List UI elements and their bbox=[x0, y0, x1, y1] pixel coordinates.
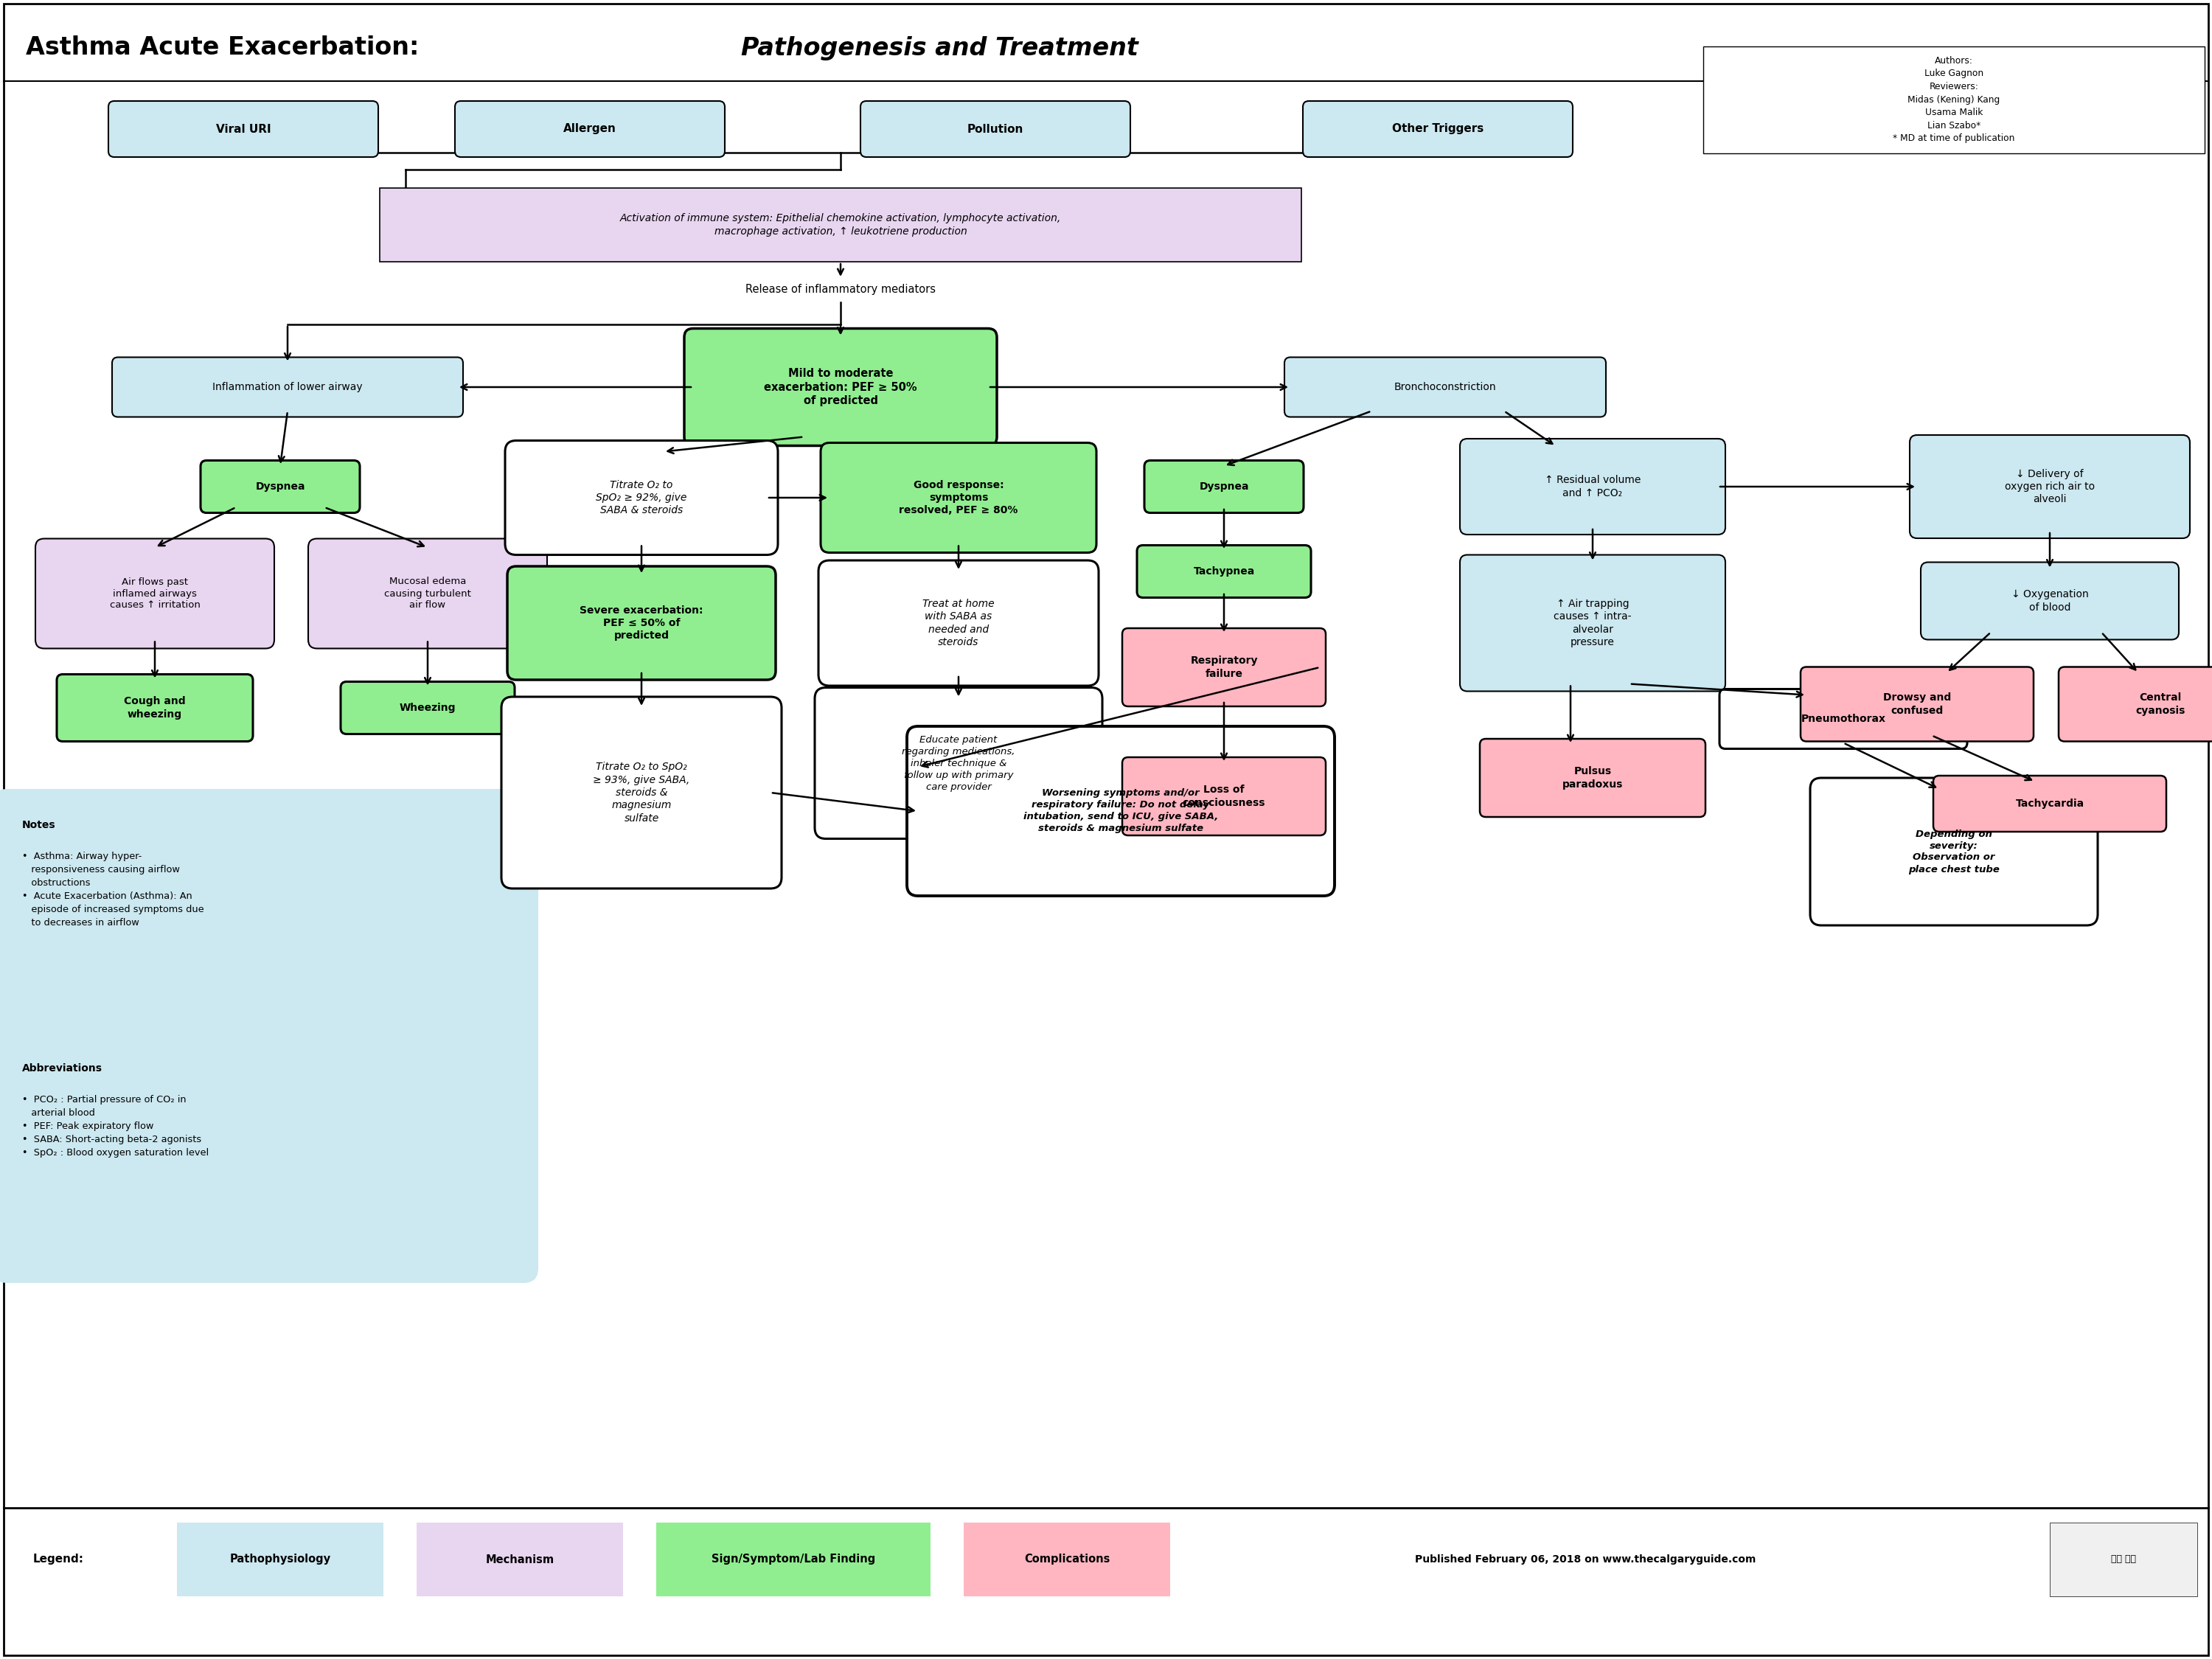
FancyBboxPatch shape bbox=[35, 539, 274, 649]
FancyBboxPatch shape bbox=[1460, 438, 1725, 534]
FancyBboxPatch shape bbox=[1144, 461, 1303, 513]
Text: ↑ Air trapping
causes ↑ intra-
alveolar
pressure: ↑ Air trapping causes ↑ intra- alveolar … bbox=[1553, 599, 1632, 647]
Text: Dyspnea: Dyspnea bbox=[254, 481, 305, 491]
Text: Good response:
symptoms
resolved, PEF ≥ 80%: Good response: symptoms resolved, PEF ≥ … bbox=[898, 479, 1018, 516]
FancyBboxPatch shape bbox=[1121, 629, 1325, 707]
FancyBboxPatch shape bbox=[341, 682, 515, 733]
FancyBboxPatch shape bbox=[1303, 101, 1573, 158]
Text: ↓ Delivery of
oxygen rich air to
alveoli: ↓ Delivery of oxygen rich air to alveoli bbox=[2004, 469, 2095, 504]
Text: •  PCO₂ : Partial pressure of CO₂ in
   arterial blood
•  PEF: Peak expiratory f: • PCO₂ : Partial pressure of CO₂ in arte… bbox=[22, 1095, 208, 1158]
FancyBboxPatch shape bbox=[657, 1523, 931, 1596]
FancyBboxPatch shape bbox=[0, 1032, 538, 1282]
Text: Pathophysiology: Pathophysiology bbox=[230, 1554, 332, 1564]
Text: Titrate O₂ to SpO₂
≥ 93%, give SABA,
steroids &
magnesium
sulfate: Titrate O₂ to SpO₂ ≥ 93%, give SABA, ste… bbox=[593, 761, 690, 823]
Text: Educate patient
regarding medications,
inhaler technique &
follow up with primar: Educate patient regarding medications, i… bbox=[902, 735, 1015, 791]
Text: Central
cyanosis: Central cyanosis bbox=[2135, 692, 2185, 715]
FancyBboxPatch shape bbox=[964, 1523, 1170, 1596]
Text: ↑ Residual volume
and ↑ PCO₂: ↑ Residual volume and ↑ PCO₂ bbox=[1544, 474, 1641, 498]
FancyBboxPatch shape bbox=[108, 101, 378, 158]
Text: ⒸⓄ ⒳Ⓢ: ⒸⓄ ⒳Ⓢ bbox=[2110, 1554, 2137, 1564]
FancyBboxPatch shape bbox=[58, 674, 252, 742]
FancyBboxPatch shape bbox=[0, 790, 538, 1113]
FancyBboxPatch shape bbox=[821, 443, 1097, 552]
Text: Notes: Notes bbox=[22, 820, 55, 830]
FancyBboxPatch shape bbox=[1801, 667, 2033, 742]
FancyBboxPatch shape bbox=[416, 1523, 624, 1596]
Text: Pneumothorax: Pneumothorax bbox=[1801, 713, 1885, 723]
Text: •  Asthma: Airway hyper-
   responsiveness causing airflow
   obstructions
•  Ac: • Asthma: Airway hyper- responsiveness c… bbox=[22, 851, 204, 927]
FancyBboxPatch shape bbox=[1719, 688, 1966, 748]
Text: Sign/Symptom/Lab Finding: Sign/Symptom/Lab Finding bbox=[712, 1554, 876, 1564]
Text: Loss of
consciousness: Loss of consciousness bbox=[1183, 785, 1265, 808]
Text: Tachypnea: Tachypnea bbox=[1192, 566, 1254, 577]
FancyBboxPatch shape bbox=[307, 539, 546, 649]
Text: Severe exacerbation:
PEF ≤ 50% of
predicted: Severe exacerbation: PEF ≤ 50% of predic… bbox=[580, 606, 703, 640]
FancyBboxPatch shape bbox=[201, 461, 361, 513]
FancyBboxPatch shape bbox=[1137, 546, 1312, 597]
FancyBboxPatch shape bbox=[456, 101, 726, 158]
Text: Mechanism: Mechanism bbox=[484, 1554, 555, 1564]
Text: Abbreviations: Abbreviations bbox=[22, 1063, 102, 1073]
Text: Other Triggers: Other Triggers bbox=[1391, 123, 1484, 134]
Text: Authors:
Luke Gagnon
Reviewers:
Midas (Kening) Kang
Usama Malik
Lian Szabo*
* MD: Authors: Luke Gagnon Reviewers: Midas (K… bbox=[1893, 56, 2015, 143]
Text: Pulsus
paradoxus: Pulsus paradoxus bbox=[1562, 766, 1624, 790]
FancyBboxPatch shape bbox=[1480, 738, 1705, 816]
Text: Asthma Acute Exacerbation:: Asthma Acute Exacerbation: bbox=[27, 36, 427, 60]
Text: Pollution: Pollution bbox=[967, 123, 1024, 134]
Text: Titrate O₂ to
SpO₂ ≥ 92%, give
SABA & steroids: Titrate O₂ to SpO₂ ≥ 92%, give SABA & st… bbox=[595, 479, 688, 516]
Text: Published February 06, 2018 on www.thecalgaryguide.com: Published February 06, 2018 on www.theca… bbox=[1416, 1554, 1756, 1564]
Text: Cough and
wheezing: Cough and wheezing bbox=[124, 697, 186, 720]
FancyBboxPatch shape bbox=[1909, 435, 2190, 538]
Text: Complications: Complications bbox=[1024, 1554, 1110, 1564]
Text: Tachycardia: Tachycardia bbox=[2015, 798, 2084, 810]
Text: Pathogenesis and Treatment: Pathogenesis and Treatment bbox=[741, 36, 1139, 60]
Text: Allergen: Allergen bbox=[564, 123, 617, 134]
Text: Drowsy and
confused: Drowsy and confused bbox=[1882, 692, 1951, 715]
FancyBboxPatch shape bbox=[177, 1523, 383, 1596]
Text: Inflammation of lower airway: Inflammation of lower airway bbox=[212, 382, 363, 392]
FancyBboxPatch shape bbox=[818, 561, 1099, 685]
FancyBboxPatch shape bbox=[907, 727, 1334, 896]
FancyBboxPatch shape bbox=[1121, 757, 1325, 836]
FancyBboxPatch shape bbox=[1460, 554, 1725, 692]
Text: Legend:: Legend: bbox=[33, 1554, 84, 1564]
FancyBboxPatch shape bbox=[2051, 1523, 2197, 1596]
Text: Dyspnea: Dyspnea bbox=[1199, 481, 1250, 491]
FancyBboxPatch shape bbox=[2059, 667, 2212, 742]
FancyBboxPatch shape bbox=[860, 101, 1130, 158]
FancyBboxPatch shape bbox=[1809, 778, 2097, 926]
FancyBboxPatch shape bbox=[502, 697, 781, 889]
Text: Viral URI: Viral URI bbox=[217, 123, 270, 134]
FancyBboxPatch shape bbox=[1920, 562, 2179, 640]
FancyBboxPatch shape bbox=[504, 441, 779, 554]
Text: Depending on
severity:
Observation or
place chest tube: Depending on severity: Observation or pl… bbox=[1909, 830, 2000, 874]
Text: ↓ Oxygenation
of blood: ↓ Oxygenation of blood bbox=[2011, 589, 2088, 612]
FancyBboxPatch shape bbox=[814, 687, 1102, 839]
Text: Mild to moderate
exacerbation: PEF ≥ 50%
of predicted: Mild to moderate exacerbation: PEF ≥ 50%… bbox=[763, 368, 918, 406]
Text: Activation of immune system: Epithelial chemokine activation, lymphocyte activat: Activation of immune system: Epithelial … bbox=[619, 212, 1062, 237]
Text: Bronchoconstriction: Bronchoconstriction bbox=[1394, 382, 1495, 392]
Text: Wheezing: Wheezing bbox=[400, 703, 456, 713]
FancyBboxPatch shape bbox=[1285, 357, 1606, 416]
FancyBboxPatch shape bbox=[380, 187, 1301, 262]
FancyBboxPatch shape bbox=[507, 566, 776, 680]
FancyBboxPatch shape bbox=[684, 328, 998, 446]
Text: Respiratory
failure: Respiratory failure bbox=[1190, 655, 1259, 679]
Text: Air flows past
inflamed airways
causes ↑ irritation: Air flows past inflamed airways causes ↑… bbox=[111, 577, 199, 611]
Text: Worsening symptoms and/or
respiratory failure: Do not delay
intubation, send to : Worsening symptoms and/or respiratory fa… bbox=[1024, 788, 1219, 833]
Text: Treat at home
with SABA as
needed and
steroids: Treat at home with SABA as needed and st… bbox=[922, 599, 995, 647]
FancyBboxPatch shape bbox=[1703, 46, 2205, 153]
FancyBboxPatch shape bbox=[1933, 776, 2166, 831]
Text: Mucosal edema
causing turbulent
air flow: Mucosal edema causing turbulent air flow bbox=[385, 577, 471, 611]
FancyBboxPatch shape bbox=[113, 357, 462, 416]
Text: Release of inflammatory mediators: Release of inflammatory mediators bbox=[745, 284, 936, 295]
